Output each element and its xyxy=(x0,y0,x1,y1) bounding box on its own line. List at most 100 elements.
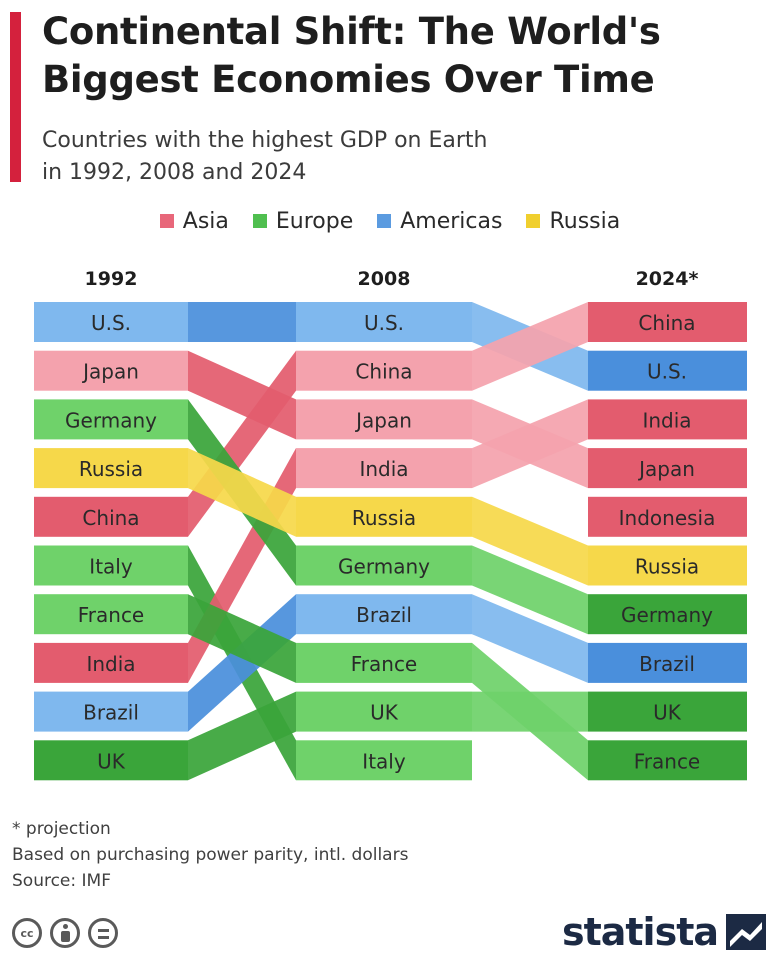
label-russia-1: Russia xyxy=(352,506,416,530)
bar-u-s-2 xyxy=(588,350,747,391)
legend-swatch-russia xyxy=(526,214,541,228)
bar-china-2 xyxy=(588,302,747,342)
bar-japan-0 xyxy=(34,350,188,391)
by-person-icon xyxy=(50,918,80,948)
legend-swatch-europe xyxy=(252,214,267,228)
bar-japan-1 xyxy=(296,399,472,440)
bar-brazil-1 xyxy=(296,594,472,635)
legend-item-europe: Europe xyxy=(252,208,354,234)
connector-uk-0 xyxy=(188,691,296,781)
cc-icon: cc xyxy=(12,918,42,948)
title-accent-bar xyxy=(10,12,21,182)
bar-france-0 xyxy=(34,594,188,635)
bar-china-0 xyxy=(34,496,188,537)
legend: Asia Europe Americas Russia xyxy=(0,206,780,236)
label-uk-2: UK xyxy=(653,701,682,725)
bar-italy-0 xyxy=(34,545,188,586)
connector-russia-1 xyxy=(472,496,588,586)
nd-equals-icon xyxy=(88,918,118,948)
note-projection: * projection xyxy=(12,819,111,839)
bar-germany-0 xyxy=(34,399,188,440)
note-basis: Based on purchasing power parity, intl. … xyxy=(12,845,409,865)
label-china-0: China xyxy=(82,506,139,530)
bar-russia-0 xyxy=(34,448,188,489)
subtitle-line-2: in 1992, 2008 and 2024 xyxy=(42,160,307,185)
bar-brazil-0 xyxy=(34,691,188,732)
bar-china-1 xyxy=(296,350,472,391)
bar-italy-1 xyxy=(296,740,472,781)
bar-germany-1 xyxy=(296,545,472,586)
bar-india-1 xyxy=(296,448,472,489)
chart-subtitle: Countries with the highest GDP on Earth … xyxy=(42,125,602,189)
label-france-1: France xyxy=(351,652,418,676)
year-header-2: 2024* xyxy=(636,268,699,290)
label-germany-1: Germany xyxy=(338,555,430,579)
label-u-s-2: U.S. xyxy=(647,360,687,384)
connector-russia-0 xyxy=(188,448,296,537)
bar-germany-2 xyxy=(588,594,747,635)
label-japan-2: Japan xyxy=(637,457,695,481)
bar-brazil-2 xyxy=(588,642,747,683)
label-u-s-0: U.S. xyxy=(91,311,131,335)
bar-japan-2 xyxy=(588,448,747,489)
connector-france-0 xyxy=(188,594,296,683)
label-japan-1: Japan xyxy=(354,408,412,432)
bar-russia-2 xyxy=(588,545,747,586)
legend-swatch-americas xyxy=(377,214,392,228)
label-italy-0: Italy xyxy=(89,555,133,579)
statista-wordmark: statista xyxy=(561,910,719,954)
connector-u-s-0 xyxy=(188,302,296,342)
label-china-2: China xyxy=(638,311,695,335)
label-russia-0: Russia xyxy=(79,457,143,481)
license-icons: cc xyxy=(12,918,126,948)
label-france-0: France xyxy=(78,603,145,627)
label-brazil-1: Brazil xyxy=(356,603,412,627)
label-india-1: India xyxy=(359,457,408,481)
statista-brand[interactable]: statista xyxy=(562,910,766,954)
bar-france-2 xyxy=(588,740,747,781)
statista-logo-icon xyxy=(726,914,766,950)
label-japan-0: Japan xyxy=(81,360,139,384)
label-russia-2: Russia xyxy=(635,555,699,579)
subtitle-line-1: Countries with the highest GDP on Earth xyxy=(42,128,488,153)
connector-brazil-1 xyxy=(472,594,588,683)
legend-item-russia: Russia xyxy=(526,209,620,234)
bar-uk-1 xyxy=(296,691,472,732)
legend-label-asia: Asia xyxy=(182,208,229,234)
bar-india-0 xyxy=(34,642,188,683)
chart-title: Continental Shift: The World's Biggest E… xyxy=(42,10,661,101)
label-brazil-2: Brazil xyxy=(639,652,695,676)
connector-brazil-0 xyxy=(188,594,296,732)
label-indonesia-2: Indonesia xyxy=(619,506,716,530)
connector-china-1 xyxy=(472,302,588,391)
legend-swatch-asia xyxy=(159,214,174,228)
label-india-2: India xyxy=(642,408,691,432)
bar-uk-0 xyxy=(34,740,188,781)
legend-item-americas: Americas xyxy=(377,209,502,234)
legend-item-asia: Asia xyxy=(159,208,229,234)
label-u-s-1: U.S. xyxy=(364,311,404,335)
label-uk-1: UK xyxy=(370,701,399,725)
connector-germany-1 xyxy=(472,545,588,635)
label-italy-1: Italy xyxy=(362,749,406,773)
bar-russia-1 xyxy=(296,496,472,537)
connector-india-1 xyxy=(472,399,588,489)
legend-label-americas: Americas xyxy=(400,208,503,234)
year-header-0: 1992 xyxy=(85,268,138,290)
bar-indonesia-2 xyxy=(588,496,747,537)
label-france-2: France xyxy=(634,749,701,773)
legend-label-europe: Europe xyxy=(275,208,354,234)
bump-chart: 1992 2008 2024* U.S. Japan Germany Russia China… xyxy=(34,268,747,781)
label-germany-0: Germany xyxy=(65,408,157,432)
bar-uk-2 xyxy=(588,691,747,732)
bar-france-1 xyxy=(296,642,472,683)
bar-u-s-1 xyxy=(296,302,472,342)
label-uk-0: UK xyxy=(97,749,126,773)
note-source: Source: IMF xyxy=(12,871,111,891)
label-china-1: China xyxy=(355,360,412,384)
bar-india-2 xyxy=(588,399,747,440)
label-brazil-0: Brazil xyxy=(83,701,139,725)
connector-japan-0 xyxy=(188,350,296,440)
legend-label-russia: Russia xyxy=(549,208,621,234)
year-header-1: 2008 xyxy=(358,268,411,290)
